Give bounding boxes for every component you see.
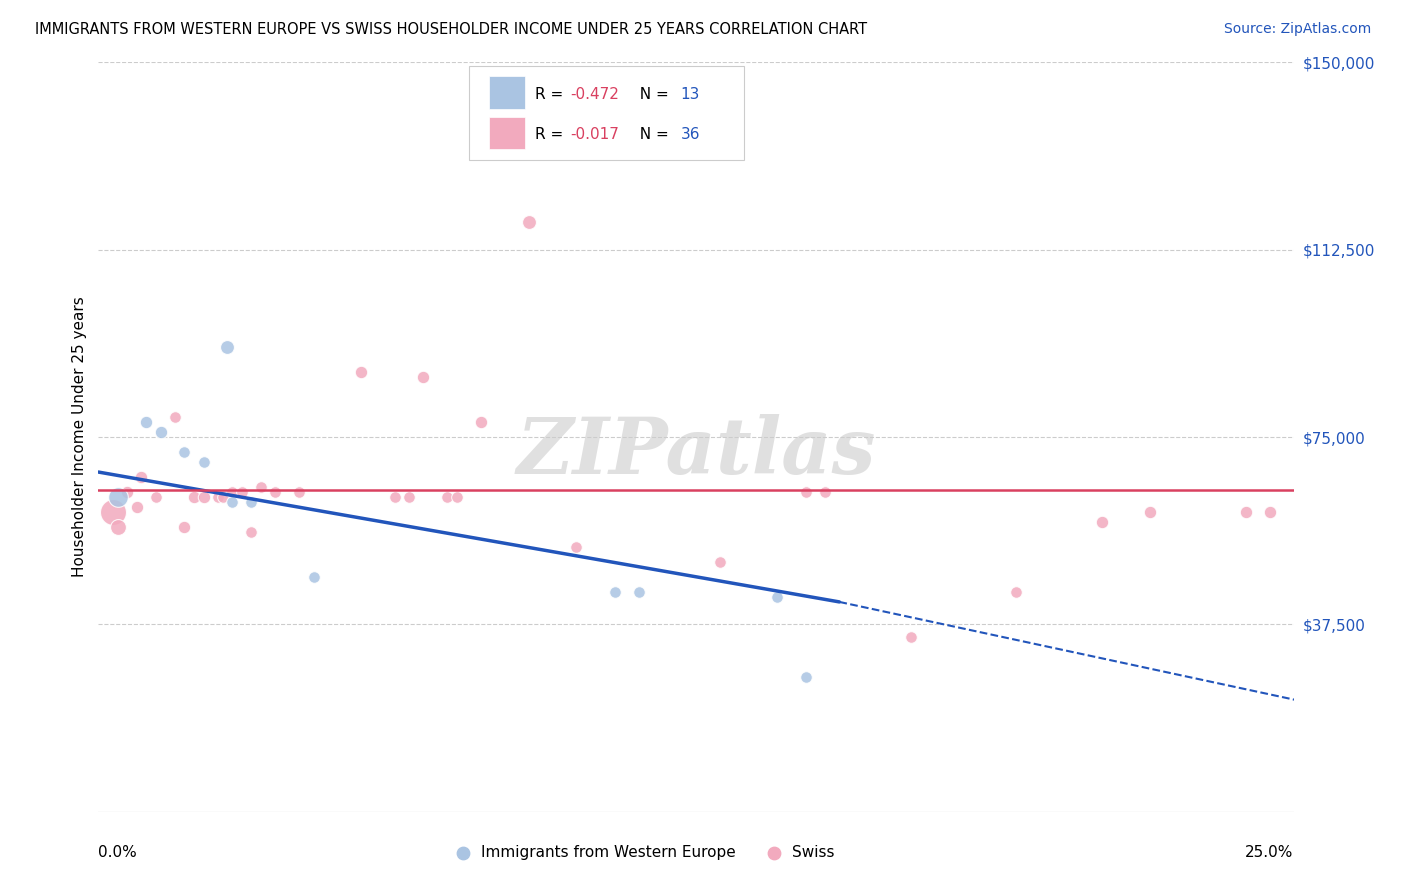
Point xyxy=(240,495,263,509)
Text: R =: R = xyxy=(534,127,568,142)
Point xyxy=(264,485,287,500)
Point xyxy=(250,480,273,494)
Point xyxy=(436,490,458,504)
Point xyxy=(107,490,129,504)
Point xyxy=(240,524,263,539)
Point xyxy=(173,445,195,459)
Point xyxy=(131,470,153,484)
Point xyxy=(766,590,789,604)
Text: N =: N = xyxy=(630,87,673,102)
Point xyxy=(709,555,731,569)
Point xyxy=(565,540,588,554)
Point xyxy=(101,505,124,519)
Point xyxy=(217,340,239,354)
Point xyxy=(470,415,492,429)
Point xyxy=(517,215,540,229)
Point xyxy=(193,490,215,504)
Point xyxy=(115,485,138,500)
FancyBboxPatch shape xyxy=(489,76,524,109)
Point xyxy=(183,490,205,504)
Point xyxy=(1091,515,1114,529)
Point xyxy=(288,485,311,500)
Point xyxy=(814,485,837,500)
FancyBboxPatch shape xyxy=(470,66,744,160)
Text: IMMIGRANTS FROM WESTERN EUROPE VS SWISS HOUSEHOLDER INCOME UNDER 25 YEARS CORREL: IMMIGRANTS FROM WESTERN EUROPE VS SWISS … xyxy=(35,22,868,37)
Text: ZIPatlas: ZIPatlas xyxy=(516,414,876,491)
Point xyxy=(384,490,406,504)
Point xyxy=(900,630,922,644)
Text: -0.017: -0.017 xyxy=(571,127,620,142)
Y-axis label: Householder Income Under 25 years: Householder Income Under 25 years xyxy=(72,297,87,577)
Point xyxy=(302,570,325,584)
Point xyxy=(211,490,233,504)
Point xyxy=(173,520,195,534)
Point xyxy=(1005,585,1028,599)
Text: 0.0%: 0.0% xyxy=(98,846,138,861)
Point xyxy=(794,670,817,684)
Text: Source: ZipAtlas.com: Source: ZipAtlas.com xyxy=(1223,22,1371,37)
Text: 25.0%: 25.0% xyxy=(1246,846,1294,861)
Point xyxy=(163,410,186,425)
Point xyxy=(221,485,243,500)
Point xyxy=(135,415,157,429)
Point xyxy=(221,495,243,509)
Point xyxy=(1234,505,1257,519)
Point xyxy=(627,585,650,599)
Point xyxy=(603,585,626,599)
Text: 36: 36 xyxy=(681,127,700,142)
Point xyxy=(125,500,148,514)
Text: 13: 13 xyxy=(681,87,700,102)
Point xyxy=(446,490,468,504)
Text: R =: R = xyxy=(534,87,568,102)
Text: -0.472: -0.472 xyxy=(571,87,620,102)
Point xyxy=(149,425,172,439)
Point xyxy=(145,490,167,504)
Point xyxy=(193,455,215,469)
Point xyxy=(794,485,817,500)
Text: Immigrants from Western Europe: Immigrants from Western Europe xyxy=(481,846,735,861)
FancyBboxPatch shape xyxy=(489,117,524,149)
Point xyxy=(350,365,373,379)
Point xyxy=(1139,505,1161,519)
Point xyxy=(398,490,420,504)
Text: N =: N = xyxy=(630,127,673,142)
Point xyxy=(107,520,129,534)
Point xyxy=(412,370,434,384)
Text: Swiss: Swiss xyxy=(792,846,834,861)
Point xyxy=(207,490,229,504)
Point xyxy=(1258,505,1281,519)
Point xyxy=(231,485,253,500)
